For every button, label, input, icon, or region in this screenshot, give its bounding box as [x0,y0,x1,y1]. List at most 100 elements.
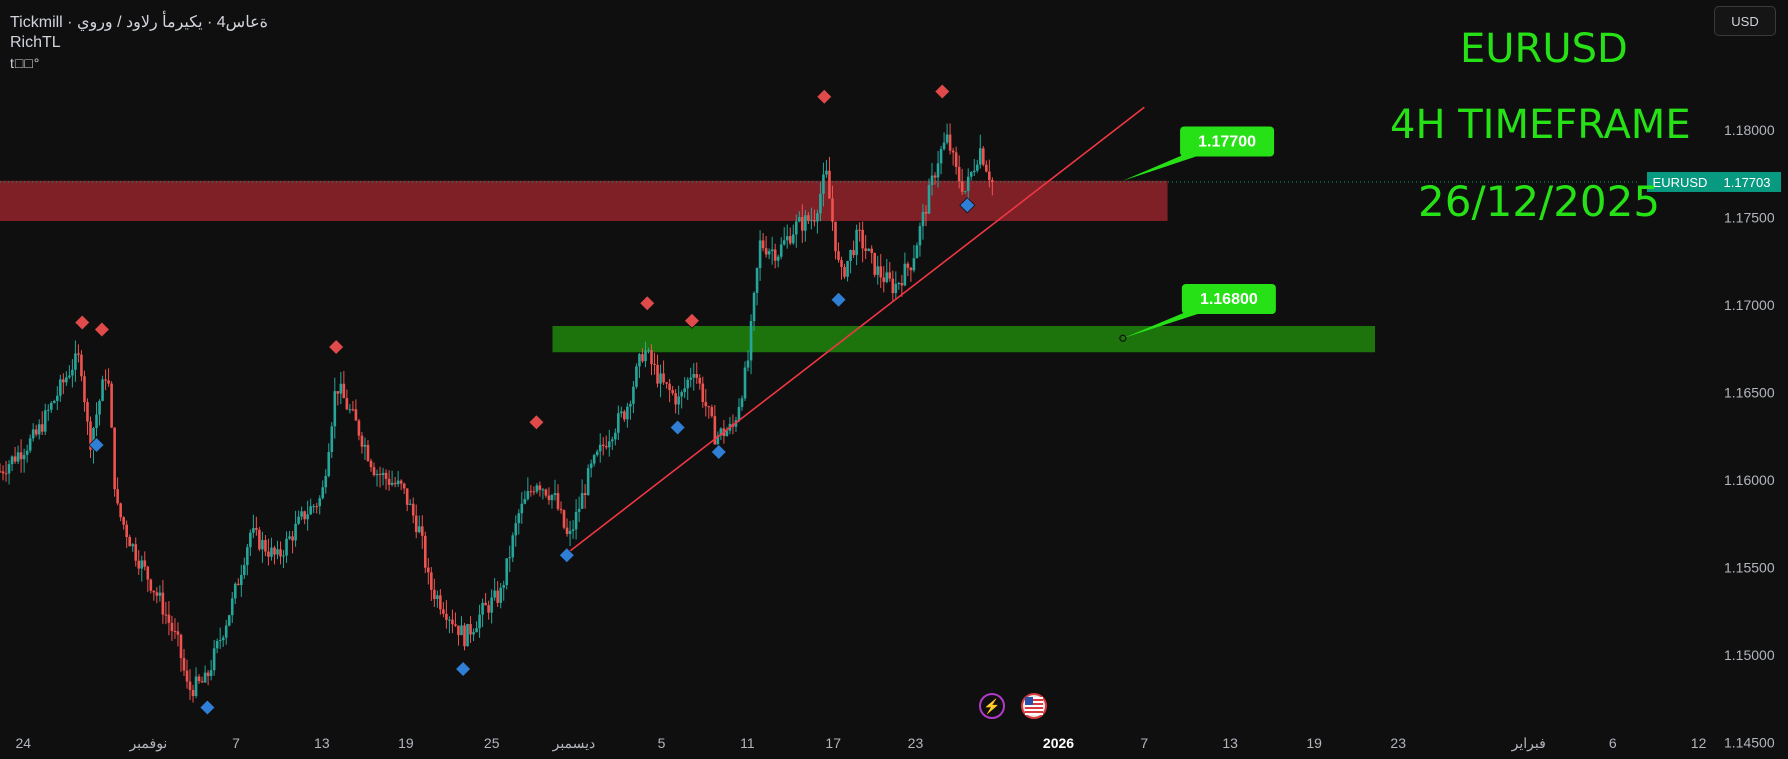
candle-body [13,456,17,462]
candle-body [31,429,35,439]
candle-body [520,503,524,514]
candle-body [665,382,668,384]
candle-body [662,373,665,383]
candle-body [233,583,237,599]
indicator-name[interactable]: RichTL [10,34,61,51]
pivot-low-marker [830,291,847,308]
candle-body [870,248,873,253]
overlay-date-text: 26/12/2025 [1418,177,1661,226]
candle-body [532,491,536,493]
candle-body [502,585,506,588]
candle-body [122,517,125,525]
candle-body [933,175,937,178]
time-tick-label: ديسمبر [552,735,596,752]
candle-body [577,508,581,512]
candle-body [490,597,493,613]
candle-body [173,631,177,633]
price-axis[interactable]: 1.18000 1.17500 1.17000 1.16500 1.16000 1.155… [1647,122,1781,751]
candle-body [475,628,478,633]
candle-body [674,393,677,405]
us-flag-icon[interactable] [1021,693,1047,719]
candle-body [143,560,147,567]
candle-body [586,468,590,495]
candle-body [252,528,255,533]
pivot-high-marker [934,83,951,100]
currency-button[interactable]: USD [1714,6,1776,36]
candle-body [167,614,171,623]
candle-body [894,283,898,294]
candle-body [116,489,119,504]
pivot-markers-layer [74,83,976,716]
candle-body [430,572,433,590]
candle-body [810,219,813,221]
candle-body [22,454,26,460]
candle-body [891,278,895,294]
candle-body [963,190,967,192]
candle-body [43,410,47,432]
price-tick-label: 1.15000 [1724,647,1775,663]
candle-body [975,164,979,171]
pivot-high-marker [639,295,656,312]
pivot-high-marker [683,312,701,329]
candle-body [285,538,288,556]
candle-body [221,637,225,641]
candle-body [496,590,499,603]
candle-body [95,414,98,429]
candle-body [439,595,442,610]
candle-body [125,524,128,538]
candle-body [526,491,530,500]
candle-body [574,511,578,530]
candle-body [788,236,792,244]
candle-body [598,444,602,452]
candle-body [529,491,533,493]
candle-body [212,648,216,671]
callout-label: 1.16800 [1200,291,1258,308]
candle-body [668,383,671,391]
candle-body [689,377,693,380]
pivot-high-marker [328,338,345,356]
candle-body [306,514,309,520]
candle-body [601,444,605,446]
candle-body [623,411,626,420]
overlay-timeframe-text: 4H TIMEFRAME [1390,102,1691,148]
candle-body [957,166,961,182]
candle-body [647,350,650,352]
lightning-icon[interactable]: ⚡ [979,693,1005,719]
candle-body [981,148,985,165]
candle-body [270,547,273,557]
overlay-pair-text: EURUSD [1460,26,1628,72]
time-tick-label: 17 [825,735,841,751]
candle-body [927,184,931,214]
candle-body [363,444,367,447]
candle-body [107,380,110,384]
candle-body [948,134,952,151]
candle-body [249,532,252,548]
candle-body [239,574,243,585]
candle-body [861,229,864,249]
candle-body [746,360,750,368]
candle-body [333,391,337,427]
candle-body [876,266,880,275]
candle-body [161,592,165,615]
symbol-header[interactable]: Tickmill · ةعاس4 · يكيرمأ رلاود / وروي [10,14,268,31]
callout-pointer [1122,154,1203,181]
candle-body [46,409,50,411]
time-axis[interactable]: 24 نوفمبر 7 13 19 25 ديسمبر 5 11 17 23 2026 7 13 19 23 ف… [15,735,1706,752]
candle-body [16,452,20,462]
candle-body [384,472,388,479]
candle-body [758,240,762,269]
candle-body [282,555,285,557]
candle-body [354,409,358,421]
candle-body [553,493,557,496]
candle-body [776,256,780,261]
candle-body [912,258,916,271]
candle-body [556,493,560,509]
candle-body [849,249,852,261]
candle-body [330,426,334,452]
candle-body [595,451,599,456]
price-labels-layer: 1.17700 1.16800 [1119,126,1276,342]
candle-body [466,624,469,647]
time-tick-label: 25 [484,735,500,751]
candle-body [460,625,463,636]
